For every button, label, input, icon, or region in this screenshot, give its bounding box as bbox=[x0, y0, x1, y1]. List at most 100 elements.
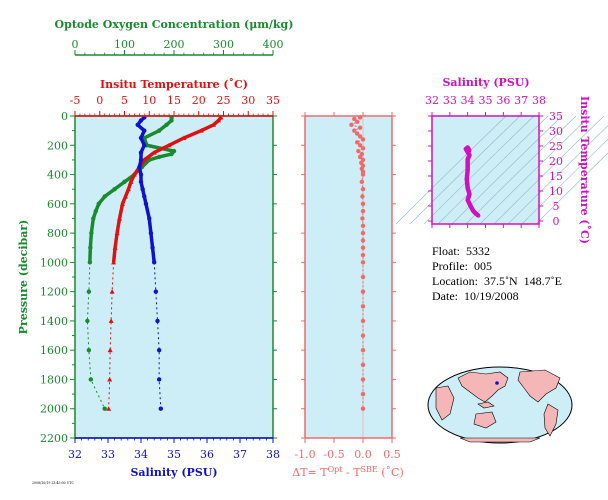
profile-marks bbox=[85, 114, 224, 411]
oxygen-tick-label: 100 bbox=[114, 38, 135, 51]
ts-salinity-axis-title: Salinity (PSU) bbox=[442, 76, 529, 89]
salinity-point bbox=[138, 150, 144, 155]
ts-point bbox=[467, 201, 472, 206]
ts-density-contour bbox=[437, 115, 549, 225]
salinity-point bbox=[147, 216, 152, 221]
ts-point bbox=[465, 186, 470, 190]
delta-point bbox=[360, 146, 366, 151]
delta-plot-area bbox=[305, 116, 392, 438]
temperature-point bbox=[128, 179, 134, 184]
profile-number: Profile: 005 bbox=[432, 259, 492, 273]
delta-point bbox=[360, 172, 366, 177]
float-location-marker bbox=[495, 381, 499, 385]
delta-point bbox=[360, 208, 366, 214]
ts-point bbox=[465, 168, 470, 172]
temperature-tick-label: 5 bbox=[121, 94, 128, 107]
world-map bbox=[427, 366, 573, 444]
pressure-tick-label: 1200 bbox=[40, 286, 68, 299]
ts-temp-tick-label: 5 bbox=[553, 200, 560, 213]
ts-point bbox=[469, 205, 474, 210]
salinity-point bbox=[138, 118, 144, 123]
pressure-tick-label: 200 bbox=[47, 139, 68, 152]
oxygen-point bbox=[91, 216, 96, 221]
profile-panel: 0200400600800100012001400160018002000220… bbox=[17, 18, 293, 479]
map-land-africa bbox=[435, 385, 455, 421]
salinity-tick-label: 37 bbox=[233, 448, 247, 461]
temp-axis-title: Insitu Temperature (˚C) bbox=[100, 78, 248, 91]
salinity-point bbox=[135, 122, 140, 127]
oxygen-point bbox=[93, 208, 98, 214]
ts-density-contour bbox=[479, 115, 591, 225]
salinity-point bbox=[155, 318, 160, 324]
delta-axes: -1.0 -0.5 0.0 0.5 bbox=[294, 112, 401, 461]
salinity-point bbox=[158, 406, 163, 411]
pressure-tick-label: 400 bbox=[47, 169, 68, 182]
temperature-point bbox=[181, 135, 187, 140]
ts-point bbox=[464, 177, 469, 181]
temperature-point bbox=[117, 215, 123, 221]
delta-point bbox=[357, 125, 363, 130]
ts-density-contour bbox=[493, 115, 605, 225]
salinity-point bbox=[150, 245, 155, 250]
salinity-tick-label: 35 bbox=[167, 448, 181, 461]
ts-salinity-tick-label: 35 bbox=[479, 94, 493, 107]
ts-point bbox=[467, 148, 472, 153]
temperature-point bbox=[108, 318, 114, 323]
oxygen-point bbox=[102, 194, 107, 199]
delta-tick-label: -1.0 bbox=[294, 448, 315, 461]
float-info: Float: 5332 Profile: 005 Location: 37.5˚… bbox=[432, 244, 562, 304]
pressure-tick-label: 2200 bbox=[40, 432, 68, 445]
oxygen-point bbox=[171, 148, 177, 154]
ts-point bbox=[467, 192, 472, 196]
ts-salinity-tick-label: 34 bbox=[461, 94, 475, 107]
temperature-tick-label: 30 bbox=[241, 94, 255, 107]
ts-point bbox=[465, 145, 470, 150]
temperature-point bbox=[218, 114, 224, 120]
delta-point bbox=[352, 116, 357, 122]
oxygen-point bbox=[89, 230, 94, 236]
salinity-point bbox=[153, 289, 159, 294]
delta-point bbox=[355, 119, 360, 125]
ts-point bbox=[465, 157, 470, 162]
delta-axis-title: ΔT= TOpt - TSBE (˚C) bbox=[292, 465, 404, 479]
delta-point bbox=[360, 333, 366, 338]
ts-salinity-tick-label: 36 bbox=[496, 94, 510, 107]
temperature-point bbox=[216, 117, 222, 123]
delta-point bbox=[360, 318, 366, 324]
oxygen-point bbox=[156, 154, 162, 160]
oxygen-point bbox=[156, 128, 162, 133]
ts-temp-tick-label: 35 bbox=[549, 110, 563, 123]
map-land-northamerica bbox=[517, 369, 561, 403]
pressure-tick-label: 1800 bbox=[40, 373, 68, 386]
salinity-point bbox=[142, 128, 147, 133]
pressure-tick-label: 1400 bbox=[40, 315, 68, 328]
delta-frame bbox=[304, 115, 393, 439]
salinity-point bbox=[143, 201, 149, 207]
ts-density-contour bbox=[521, 138, 608, 225]
oxygen-point bbox=[96, 201, 101, 207]
delta-point bbox=[357, 143, 363, 148]
oxygen-point bbox=[86, 289, 92, 294]
ts-point bbox=[466, 195, 471, 199]
pressure-tick-label: 800 bbox=[47, 227, 68, 240]
delta-point bbox=[360, 391, 366, 397]
delta-point bbox=[360, 347, 366, 353]
temperature-tick-label: -5 bbox=[70, 94, 81, 107]
delta-tick-label: -0.5 bbox=[323, 448, 344, 461]
temperature-point bbox=[151, 150, 157, 155]
temperature-point bbox=[120, 201, 126, 206]
delta-point bbox=[360, 362, 366, 368]
salinity-point bbox=[156, 347, 162, 353]
delta-tick-label: 0.0 bbox=[354, 448, 372, 461]
ts-temp-tick-label: 0 bbox=[553, 215, 560, 228]
oxygen-tick-label: 400 bbox=[263, 38, 284, 51]
oxygen-point bbox=[122, 179, 127, 185]
ts-density-contour bbox=[409, 115, 521, 225]
ts-point bbox=[471, 208, 476, 213]
oxygen-tick-label: 0 bbox=[72, 38, 79, 51]
delta-point bbox=[357, 134, 363, 139]
temperature-tick-label: 20 bbox=[192, 94, 206, 107]
delta-panel: -1.0 -0.5 0.0 0.5 ΔT= TOpt - TSBE (˚C) bbox=[292, 112, 404, 479]
